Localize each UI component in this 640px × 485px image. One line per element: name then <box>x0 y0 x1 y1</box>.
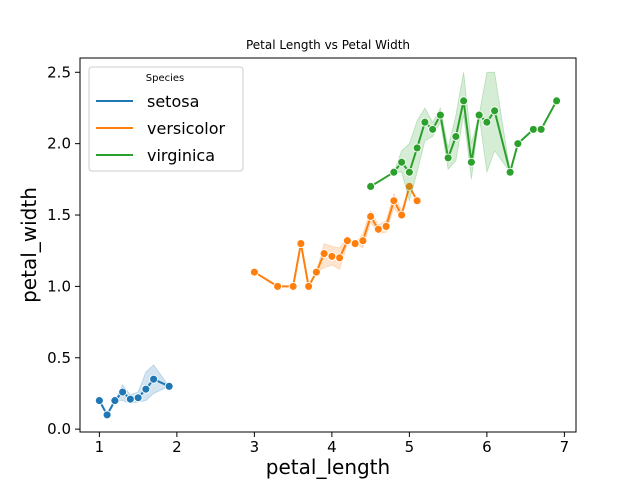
confidence-band-virginica <box>370 71 557 203</box>
data-point-versicolor <box>273 281 283 291</box>
data-point-versicolor <box>249 267 259 277</box>
data-point-virginica <box>389 167 399 177</box>
legend: Species setosa versicolor virginica <box>88 66 244 172</box>
data-point-versicolor <box>366 212 376 221</box>
data-point-versicolor <box>404 182 414 191</box>
x-tick-label: 3 <box>250 438 260 456</box>
data-point-setosa <box>102 410 112 420</box>
data-point-virginica <box>528 124 538 134</box>
data-point-virginica <box>435 110 445 120</box>
data-point-versicolor <box>397 210 407 220</box>
y-tick-label: 2.0 <box>47 135 71 153</box>
data-point-versicolor <box>288 281 298 291</box>
y-tick-label: 1.5 <box>47 206 71 224</box>
legend-label-virginica: virginica <box>147 146 215 165</box>
axes-frame <box>79 57 577 433</box>
data-point-setosa <box>94 396 104 406</box>
data-point-versicolor <box>304 281 314 291</box>
x-tick-label: 2 <box>172 438 182 456</box>
data-point-versicolor <box>335 253 345 263</box>
y-tick-label: 2.5 <box>47 63 71 81</box>
legend-label-setosa: setosa <box>147 92 199 111</box>
data-point-setosa <box>149 374 159 384</box>
data-point-versicolor <box>389 196 399 206</box>
data-point-virginica <box>513 139 523 149</box>
x-tick-label: 5 <box>405 438 415 456</box>
x-tick-label: 1 <box>95 438 105 456</box>
data-point-virginica <box>552 96 562 106</box>
data-point-virginica <box>397 157 407 167</box>
data-point-versicolor <box>327 251 337 261</box>
data-point-setosa <box>125 394 135 404</box>
data-point-virginica <box>428 124 438 134</box>
data-point-virginica <box>420 117 430 127</box>
data-point-virginica <box>366 182 376 191</box>
data-point-virginica <box>490 106 500 116</box>
data-point-versicolor <box>296 239 306 249</box>
data-point-versicolor <box>319 249 329 259</box>
data-point-setosa <box>110 396 120 406</box>
x-axis-label: petal_length <box>266 455 390 479</box>
data-point-virginica <box>451 132 461 141</box>
data-point-virginica <box>443 153 453 163</box>
data-point-versicolor <box>381 221 391 231</box>
data-point-virginica <box>412 143 422 153</box>
x-tick-label: 7 <box>560 438 570 456</box>
y-axis-label: petal_width <box>17 187 41 303</box>
plot-area <box>94 71 562 420</box>
confidence-band-setosa <box>99 364 170 416</box>
x-tick-label: 4 <box>327 438 337 456</box>
data-point-versicolor <box>373 224 383 234</box>
data-point-virginica <box>482 117 492 127</box>
y-tick-label: 1.0 <box>47 277 71 295</box>
data-point-versicolor <box>412 196 422 206</box>
data-point-virginica <box>466 157 476 167</box>
x-tick-label: 6 <box>482 438 492 456</box>
data-point-virginica <box>459 96 469 106</box>
legend-title: Species <box>146 73 185 84</box>
axes: 1 2 3 4 5 6 7 0.0 0.5 1.0 1.5 2.0 2.5 <box>47 57 577 456</box>
y-tick-label: 0.5 <box>47 349 71 367</box>
chart-title: Petal Length vs Petal Width <box>246 38 410 52</box>
data-point-versicolor <box>350 239 360 249</box>
data-point-versicolor <box>342 236 352 246</box>
legend-label-versicolor: versicolor <box>147 119 225 138</box>
data-point-virginica <box>404 167 414 177</box>
data-point-setosa <box>164 381 174 391</box>
legend-box <box>88 66 244 172</box>
data-point-virginica <box>536 124 546 134</box>
data-point-setosa <box>133 393 143 403</box>
data-point-setosa <box>141 384 151 394</box>
data-point-virginica <box>474 110 484 120</box>
data-point-versicolor <box>358 236 368 246</box>
data-point-virginica <box>505 167 515 177</box>
y-tick-label: 0.0 <box>47 420 71 438</box>
data-point-versicolor <box>311 267 321 277</box>
data-point-setosa <box>118 387 128 397</box>
